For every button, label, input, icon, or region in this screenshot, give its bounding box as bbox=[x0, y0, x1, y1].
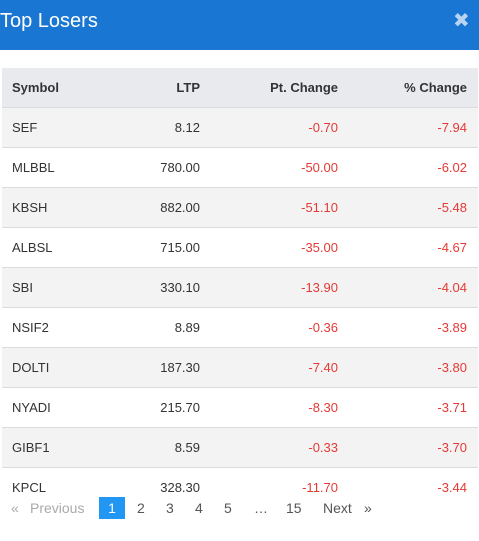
cell-pct-change: -4.67 bbox=[437, 240, 467, 255]
page-link-2[interactable]: 2 bbox=[137, 500, 145, 516]
cell-ltp: 187.30 bbox=[160, 360, 200, 375]
page-link-5[interactable]: 5 bbox=[224, 500, 232, 516]
cell-pct-change: -5.48 bbox=[437, 200, 467, 215]
modal-title: Top Losers bbox=[0, 10, 98, 32]
cell-pt-change: -0.33 bbox=[308, 440, 338, 455]
cell-symbol: NYADI bbox=[12, 400, 51, 415]
cell-pt-change: -8.30 bbox=[308, 400, 338, 415]
page-link-3[interactable]: 3 bbox=[166, 500, 174, 516]
table-header-row: Symbol LTP Pt. Change % Change bbox=[2, 68, 478, 108]
cell-pct-change: -4.04 bbox=[437, 280, 467, 295]
modal-header: Top Losers ✖ bbox=[0, 0, 479, 50]
page-link-4[interactable]: 4 bbox=[195, 500, 203, 516]
next-page-link[interactable]: Next bbox=[323, 500, 352, 516]
cell-pt-change: -7.40 bbox=[308, 360, 338, 375]
table-row[interactable]: KBSH 882.00 -51.10 -5.48 bbox=[2, 187, 478, 228]
column-header-pct-change[interactable]: % Change bbox=[338, 68, 478, 108]
cell-pt-change: -0.36 bbox=[308, 320, 338, 335]
cell-ltp: 882.00 bbox=[160, 200, 200, 215]
cell-pct-change: -3.89 bbox=[437, 320, 467, 335]
cell-pct-change: -3.71 bbox=[437, 400, 467, 415]
cell-symbol: NSIF2 bbox=[12, 320, 49, 335]
cell-pt-change: -11.70 bbox=[302, 480, 338, 495]
table-row[interactable]: DOLTI 187.30 -7.40 -3.80 bbox=[2, 347, 478, 388]
top-losers-table: Symbol LTP Pt. Change % Change SEF 8.12 -0… bbox=[2, 68, 478, 507]
cell-ltp: 8.12 bbox=[174, 120, 200, 135]
table-row[interactable]: ALBSL 715.00 -35.00 -4.67 bbox=[2, 227, 478, 268]
page-ellipsis: … bbox=[254, 500, 268, 516]
column-header-ltp[interactable]: LTP bbox=[122, 68, 200, 108]
cell-pt-change: -50.00 bbox=[301, 160, 338, 175]
cell-ltp: 215.70 bbox=[160, 400, 200, 415]
cell-pct-change: -3.80 bbox=[437, 360, 467, 375]
table-row[interactable]: SBI 330.10 -13.90 -4.04 bbox=[2, 267, 478, 308]
column-header-pt-change[interactable]: Pt. Change bbox=[200, 68, 338, 108]
cell-symbol: DOLTI bbox=[12, 360, 50, 375]
close-icon[interactable]: ✖ bbox=[453, 10, 470, 32]
table-row[interactable]: NSIF2 8.89 -0.36 -3.89 bbox=[2, 307, 478, 348]
cell-symbol: KPCL bbox=[12, 480, 46, 495]
cell-pct-change: -3.44 bbox=[437, 480, 467, 495]
cell-symbol: ALBSL bbox=[12, 240, 53, 255]
pagination: « Previous 1 2 3 4 5 … 15 Next » bbox=[0, 497, 479, 519]
cell-symbol: SBI bbox=[12, 280, 33, 295]
cell-symbol: MLBBL bbox=[12, 160, 55, 175]
column-header-symbol[interactable]: Symbol bbox=[2, 68, 122, 108]
cell-symbol: SEF bbox=[12, 120, 38, 135]
top-losers-table-container: Symbol LTP Pt. Change % Change SEF 8.12 -0… bbox=[2, 68, 478, 507]
table-row[interactable]: SEF 8.12 -0.70 -7.94 bbox=[2, 107, 478, 148]
table-row[interactable]: KPCL 328.30 -11.70 -3.44 bbox=[2, 467, 478, 507]
table-row[interactable]: MLBBL 780.00 -50.00 -6.02 bbox=[2, 147, 478, 188]
table-row[interactable]: NYADI 215.70 -8.30 -3.71 bbox=[2, 387, 478, 428]
cell-ltp: 8.59 bbox=[174, 440, 200, 455]
cell-symbol: KBSH bbox=[12, 200, 48, 215]
cell-pt-change: -13.90 bbox=[301, 280, 338, 295]
cell-pct-change: -3.70 bbox=[437, 440, 467, 455]
previous-arrow-icon[interactable]: « bbox=[11, 500, 19, 516]
cell-pt-change: -51.10 bbox=[301, 200, 338, 215]
cell-ltp: 780.00 bbox=[160, 160, 200, 175]
page-link-1[interactable]: 1 bbox=[99, 497, 125, 519]
table-row[interactable]: GIBF1 8.59 -0.33 -3.70 bbox=[2, 427, 478, 468]
cell-pt-change: -0.70 bbox=[308, 120, 338, 135]
cell-pct-change: -7.94 bbox=[437, 120, 467, 135]
cell-ltp: 330.10 bbox=[160, 280, 200, 295]
cell-pt-change: -35.00 bbox=[301, 240, 338, 255]
cell-symbol: GIBF1 bbox=[12, 440, 50, 455]
page-link-15[interactable]: 15 bbox=[286, 500, 302, 516]
cell-ltp: 715.00 bbox=[160, 240, 200, 255]
next-arrow-icon[interactable]: » bbox=[364, 500, 372, 516]
cell-ltp: 328.30 bbox=[160, 480, 200, 495]
cell-pct-change: -6.02 bbox=[437, 160, 467, 175]
previous-page-link[interactable]: Previous bbox=[30, 500, 85, 516]
cell-ltp: 8.89 bbox=[174, 320, 200, 335]
